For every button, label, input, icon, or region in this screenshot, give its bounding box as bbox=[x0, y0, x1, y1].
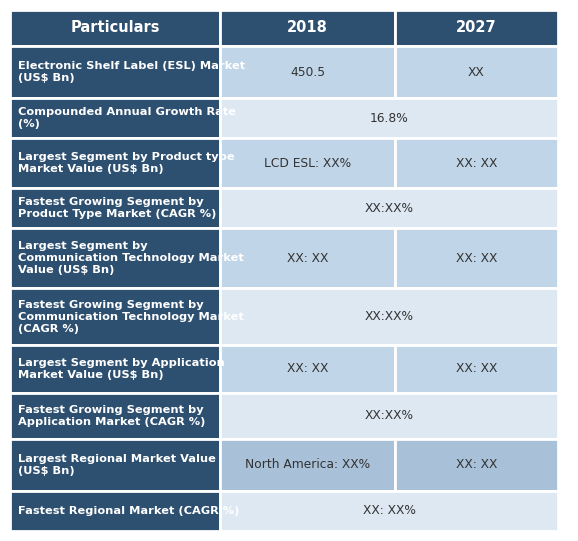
Text: Particulars: Particulars bbox=[71, 21, 160, 36]
Text: Largest Regional Market Value
(US$ Bn): Largest Regional Market Value (US$ Bn) bbox=[18, 454, 216, 476]
Bar bbox=[220, 98, 558, 138]
Bar bbox=[220, 188, 558, 228]
Text: 2018: 2018 bbox=[287, 21, 328, 36]
Text: Largest Segment by Application
Market Value (US$ Bn): Largest Segment by Application Market Va… bbox=[18, 358, 225, 380]
Text: LCD ESL: XX%: LCD ESL: XX% bbox=[264, 157, 351, 170]
Text: Fastest Growing Segment by
Application Market (CAGR %): Fastest Growing Segment by Application M… bbox=[18, 405, 205, 427]
Bar bbox=[10, 98, 220, 138]
Text: XX: XX: XX: XX bbox=[456, 458, 497, 471]
Text: XX: XX%: XX: XX% bbox=[362, 504, 416, 517]
Bar bbox=[395, 138, 558, 188]
Text: Fastest Regional Market (CAGR %): Fastest Regional Market (CAGR %) bbox=[18, 506, 239, 516]
Text: XX: XX: XX: XX bbox=[456, 252, 497, 265]
Bar bbox=[220, 345, 395, 393]
Text: XX:XX%: XX:XX% bbox=[365, 202, 413, 215]
Bar bbox=[395, 46, 558, 98]
Bar bbox=[10, 228, 220, 288]
Text: North America: XX%: North America: XX% bbox=[245, 458, 370, 471]
Text: 450.5: 450.5 bbox=[290, 65, 325, 78]
Text: Fastest Growing Segment by
Communication Technology Market
(CAGR %): Fastest Growing Segment by Communication… bbox=[18, 300, 244, 334]
Text: XX: XX: XX: XX bbox=[287, 362, 328, 375]
Text: 2027: 2027 bbox=[456, 21, 497, 36]
Bar bbox=[10, 188, 220, 228]
Text: XX: XX bbox=[468, 65, 485, 78]
Bar bbox=[220, 228, 395, 288]
Text: XX:XX%: XX:XX% bbox=[365, 409, 413, 423]
Bar bbox=[10, 439, 220, 491]
Bar bbox=[220, 491, 558, 531]
Bar bbox=[220, 10, 395, 46]
Text: 16.8%: 16.8% bbox=[369, 111, 409, 124]
Bar bbox=[10, 491, 220, 531]
Text: XX: XX: XX: XX bbox=[456, 362, 497, 375]
Bar bbox=[10, 393, 220, 439]
Bar bbox=[10, 46, 220, 98]
Bar bbox=[10, 10, 220, 46]
Bar bbox=[220, 393, 558, 439]
Text: Fastest Growing Segment by
Product Type Market (CAGR %): Fastest Growing Segment by Product Type … bbox=[18, 197, 216, 219]
Bar bbox=[10, 345, 220, 393]
Bar bbox=[395, 10, 558, 46]
Text: Compounded Annual Growth Rate
(%): Compounded Annual Growth Rate (%) bbox=[18, 107, 236, 129]
Text: Largest Segment by
Communication Technology Market
Value (US$ Bn): Largest Segment by Communication Technol… bbox=[18, 241, 244, 275]
Bar bbox=[220, 439, 395, 491]
Text: XX: XX: XX: XX bbox=[456, 157, 497, 170]
Bar bbox=[220, 46, 395, 98]
Text: XX: XX: XX: XX bbox=[287, 252, 328, 265]
Bar bbox=[220, 138, 395, 188]
Bar bbox=[220, 288, 558, 345]
Bar bbox=[10, 138, 220, 188]
Text: Electronic Shelf Label (ESL) Market
(US$ Bn): Electronic Shelf Label (ESL) Market (US$… bbox=[18, 61, 245, 83]
Bar bbox=[395, 228, 558, 288]
Bar bbox=[395, 345, 558, 393]
Bar bbox=[395, 439, 558, 491]
Text: XX:XX%: XX:XX% bbox=[365, 310, 413, 323]
Bar bbox=[10, 288, 220, 345]
Text: Largest Segment by Product type
Market Value (US$ Bn): Largest Segment by Product type Market V… bbox=[18, 152, 235, 174]
